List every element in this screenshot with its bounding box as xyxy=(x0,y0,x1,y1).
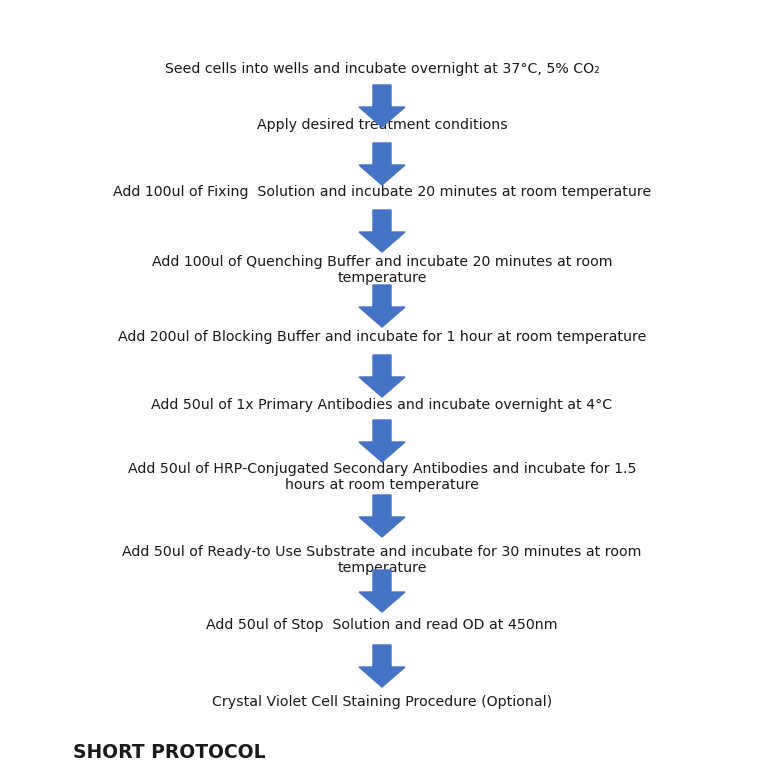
Text: Add 100ul of Quenching Buffer and incubate 20 minutes at room
temperature: Add 100ul of Quenching Buffer and incuba… xyxy=(152,255,612,285)
Polygon shape xyxy=(359,645,405,687)
Polygon shape xyxy=(359,570,405,612)
Text: Add 50ul of Ready-to Use Substrate and incubate for 30 minutes at room
temperatu: Add 50ul of Ready-to Use Substrate and i… xyxy=(122,545,642,575)
Text: Crystal Violet Cell Staining Procedure (Optional): Crystal Violet Cell Staining Procedure (… xyxy=(212,695,552,709)
Text: Add 50ul of Stop  Solution and read OD at 450nm: Add 50ul of Stop Solution and read OD at… xyxy=(206,618,558,632)
Text: Apply des​ired treatment conditions: Apply des​ired treatment conditions xyxy=(257,118,507,132)
Text: SHORT PROTOCOL: SHORT PROTOCOL xyxy=(73,743,265,762)
Polygon shape xyxy=(359,495,405,537)
Text: Seed cells into wells and incubate overnight at 37°C, 5% CO₂: Seed cells into wells and incubate overn… xyxy=(164,62,600,76)
Polygon shape xyxy=(359,355,405,397)
Polygon shape xyxy=(359,143,405,185)
Text: Add 50ul of 1x Primary Antibodies and incubate overnight at 4°C: Add 50ul of 1x Primary Antibodies and in… xyxy=(151,398,613,412)
Text: Add 200ul of Blocking Buffer and incubate for 1 hour at room temperature: Add 200ul of Blocking Buffer and incubat… xyxy=(118,330,646,344)
Text: Add 50ul of HRP-Conjugated Secondary Antibodies and incubate for 1.5
hours at ro: Add 50ul of HRP-Conjugated Secondary Ant… xyxy=(128,462,636,492)
Polygon shape xyxy=(359,420,405,462)
Polygon shape xyxy=(359,85,405,127)
Polygon shape xyxy=(359,285,405,327)
Text: Add 100ul of Fixing  Solution and incubate 20 minutes at room temperature: Add 100ul of Fixing Solution and incubat… xyxy=(113,185,651,199)
Polygon shape xyxy=(359,210,405,252)
